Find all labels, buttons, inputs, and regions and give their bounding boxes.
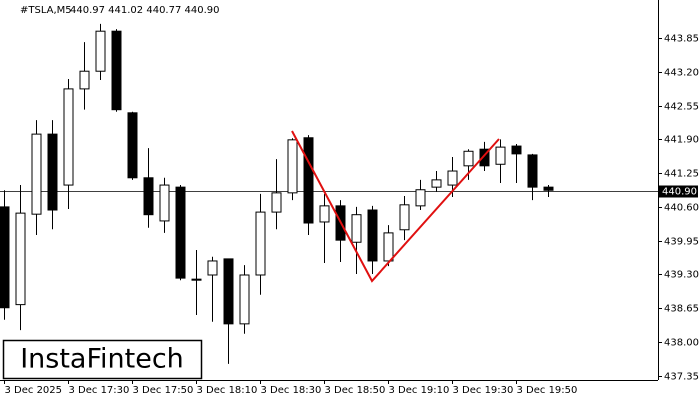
- x-tick-label: 3 Dec 18:10: [197, 385, 258, 396]
- x-tick-label: 3 Dec 19:30: [453, 385, 514, 396]
- candle-body: [159, 184, 170, 222]
- y-tick-label: 438.65: [664, 304, 699, 315]
- candle-body: [207, 260, 218, 276]
- candle-body: [127, 112, 138, 179]
- pattern-line: [291, 130, 500, 283]
- candle-body: [511, 145, 522, 155]
- candle-body: [399, 204, 410, 231]
- y-tick-label: 439.95: [664, 237, 699, 248]
- x-tick-label: 3 Dec 17:50: [133, 385, 194, 396]
- x-tick-label: 3 Dec 17:30: [69, 385, 130, 396]
- candle-body: [527, 154, 538, 188]
- x-tick-label: 3 Dec 2025: [5, 385, 63, 396]
- header-values: 440.97 441.02 440.77 440.90: [70, 5, 220, 16]
- candle-body: [543, 186, 554, 191]
- candle-body: [255, 211, 266, 276]
- candle-body: [175, 186, 186, 279]
- chart-title: #TSLA,M5: [20, 5, 72, 16]
- x-tick-label: 3 Dec 19:10: [389, 385, 450, 396]
- y-tick-label: 443.85: [664, 34, 699, 45]
- candle-body: [63, 88, 74, 186]
- y-tick-label: 443.20: [664, 68, 699, 79]
- candle-body: [479, 148, 490, 167]
- candle-body: [0, 206, 10, 309]
- candle-body: [431, 179, 442, 188]
- y-tick-label: 441.25: [664, 169, 699, 180]
- x-tick-label: 3 Dec 18:50: [325, 385, 386, 396]
- candle-body: [287, 139, 298, 194]
- candle-body: [95, 30, 106, 72]
- candle-body: [31, 133, 42, 215]
- candle-body: [191, 278, 202, 281]
- candle-body: [143, 177, 154, 216]
- candle-body: [383, 232, 394, 262]
- candle-body: [111, 30, 122, 111]
- brand-box: [2, 339, 203, 380]
- candle-body: [15, 212, 26, 306]
- candle-body: [239, 274, 250, 325]
- candle-body: [415, 189, 426, 207]
- brand-text: InstaFintech: [20, 344, 184, 375]
- x-tick-label: 3 Dec 18:30: [261, 385, 322, 396]
- price-tag-label: 440.90: [662, 187, 697, 198]
- y-tick-label: 440.60: [664, 203, 699, 214]
- y-tick-label: 442.55: [664, 102, 699, 113]
- y-tick-label: 437.35: [664, 372, 699, 383]
- candle-body: [351, 214, 362, 243]
- candle-body: [303, 137, 314, 224]
- candle-body: [463, 150, 474, 167]
- candle-body: [495, 146, 506, 165]
- y-tick-label: 439.30: [664, 270, 699, 281]
- candle-body: [447, 170, 458, 186]
- candle-body: [319, 205, 330, 223]
- y-tick-label: 441.90: [664, 135, 699, 146]
- candle-body: [223, 258, 234, 325]
- y-tick-label: 438.00: [664, 338, 699, 349]
- candle-body: [271, 192, 282, 213]
- price-tag: [658, 185, 698, 198]
- candle-body: [79, 70, 90, 90]
- x-tick-label: 3 Dec 19:50: [517, 385, 578, 396]
- candle-body: [367, 209, 378, 262]
- candle-body: [47, 133, 58, 211]
